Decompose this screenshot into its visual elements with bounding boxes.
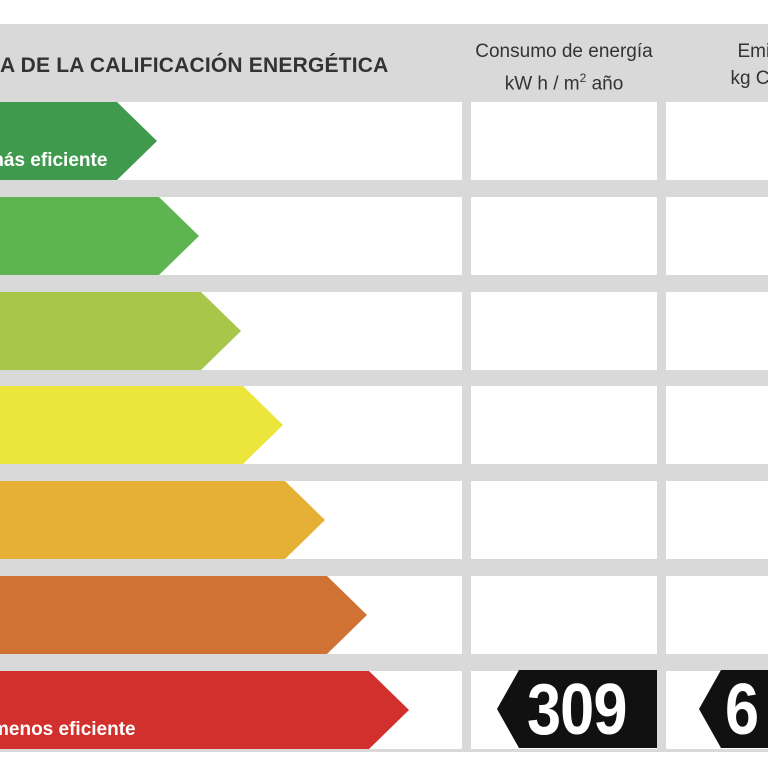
emisiones-cell	[666, 386, 768, 464]
column-header-emisiones: Emisio kg CO2 /	[664, 38, 768, 99]
column-header-consumo: Consumo de energía kW h / m2 año	[462, 38, 666, 97]
consumo-cell	[471, 576, 657, 654]
consumo-cell	[471, 481, 657, 559]
consumo-cell	[471, 292, 657, 370]
column-header-emisiones-unit: kg CO2 /	[730, 68, 768, 89]
consumo-value: 309	[527, 670, 627, 750]
emisiones-cell	[666, 102, 768, 180]
rating-arrow	[0, 386, 283, 464]
consumo-cell	[471, 197, 657, 275]
consumo-value-badge: 309	[497, 670, 657, 748]
page-title: A DE LA CALIFICACIÓN ENERGÉTICA	[0, 54, 389, 77]
emisiones-cell	[666, 576, 768, 654]
column-header-emisiones-title: Emisio	[737, 41, 768, 62]
rating-arrow-label: menos eficiente	[0, 719, 136, 740]
column-header-consumo-title: Consumo de energía	[475, 41, 653, 62]
emisiones-cell	[666, 481, 768, 559]
rating-arrow	[0, 576, 367, 654]
rating-arrow: menos eficiente	[0, 671, 409, 749]
consumo-cell	[471, 386, 657, 464]
emisiones-cell	[666, 292, 768, 370]
emisiones-cell	[666, 197, 768, 275]
emisiones-value: 6	[725, 670, 759, 750]
rating-arrow	[0, 197, 199, 275]
rating-arrow	[0, 292, 241, 370]
consumo-cell	[471, 102, 657, 180]
rating-arrow	[0, 481, 325, 559]
column-header-consumo-unit: kW h / m2 año	[504, 71, 624, 95]
rating-arrow-label: más eficiente	[3, 150, 108, 171]
